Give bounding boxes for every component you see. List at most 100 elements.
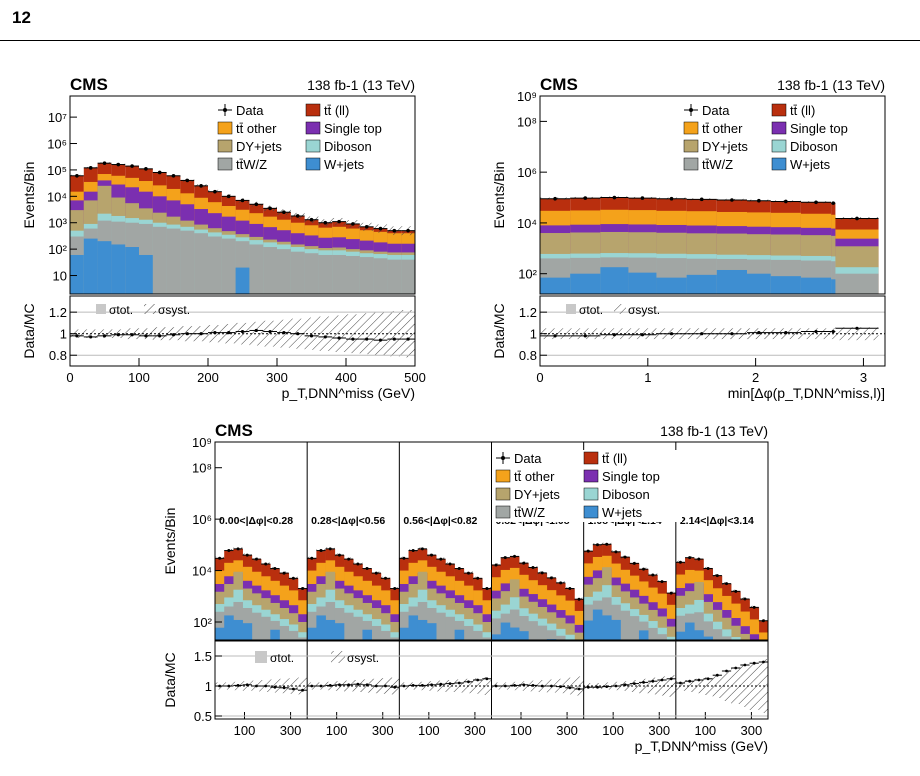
legend-swatch-ttll (305, 103, 321, 117)
data-point (430, 553, 434, 557)
data-point (522, 561, 526, 565)
ratio-syst-band (97, 329, 112, 338)
y-tick-label: 10⁵ (47, 163, 67, 178)
ratio-point (679, 681, 682, 685)
y-tick-label: 10⁶ (47, 137, 67, 152)
bar-wjets (270, 629, 280, 640)
legend-swatch-singletop (305, 121, 321, 135)
ratio-point (282, 686, 286, 690)
legend-swatch-ttwz (683, 157, 699, 171)
ratio-frame (69, 295, 416, 367)
y-tick-label: 10⁸ (517, 114, 537, 129)
data-point (831, 201, 836, 205)
bar-ttwz (152, 226, 167, 294)
bar-ttwz (620, 610, 631, 640)
data-point (213, 189, 217, 194)
ratio-point (734, 666, 738, 670)
legend-swatch-wjets (305, 157, 321, 171)
ratio-syst-band (657, 676, 667, 696)
legend-swatch-ttwz (217, 157, 233, 171)
bar-ttwz (346, 255, 360, 294)
bar-ttwz (675, 615, 686, 640)
data-point (568, 587, 572, 591)
data-point (586, 549, 590, 553)
cms-label: CMS (215, 421, 253, 440)
x-tick-label: 100 (418, 723, 440, 738)
ratio-point (642, 681, 645, 684)
bar-wjets (454, 629, 465, 640)
data-point (282, 571, 286, 575)
bar-ttwz (648, 627, 658, 640)
ratio-point (752, 661, 756, 665)
legend-swatch-diboson (305, 139, 321, 153)
data-point (273, 567, 277, 571)
region-label: 2.14<|Δφ|<3.14 (680, 515, 754, 527)
x-tick-label: 300 (464, 723, 486, 738)
bar-wjets (316, 615, 326, 640)
bar-ttwz (835, 273, 879, 294)
data-point (364, 225, 369, 229)
legend-label-wjets: W+jets (324, 157, 365, 172)
data-point (392, 228, 397, 233)
data-point (494, 563, 498, 567)
legend-label-wjets: W+jets (790, 157, 831, 172)
page-number: 12 (12, 8, 31, 27)
ratio-legend-tot: σtot. (109, 303, 133, 317)
ratio-point (743, 663, 747, 667)
bar-dyjets (666, 626, 677, 640)
legend-label-ttother: tt̄ other (236, 121, 277, 136)
bar-ttwz (546, 630, 557, 640)
data-point (88, 166, 93, 170)
ratio-point (365, 337, 369, 341)
bar-dyjets (297, 622, 308, 640)
bar-ttwz (261, 616, 271, 640)
x-axis-label: min[Δφ(p_T,DNN^miss,l)] (728, 385, 885, 401)
x-tick-label: 300 (556, 723, 578, 738)
data-point (640, 196, 645, 200)
legend-label-ttll: tt̄ (ll) (324, 103, 349, 118)
bar-dyjets (482, 622, 492, 640)
legend-swatch-wjets (583, 505, 599, 519)
data-point (553, 196, 557, 201)
legend-label-singletop: Single top (602, 469, 660, 484)
bar-wjets (656, 277, 687, 294)
bar-ttwz (831, 261, 836, 294)
data-point (75, 173, 79, 178)
bar-ttwz (353, 616, 363, 640)
bar-ttwz (318, 254, 333, 294)
bar-ttwz (297, 637, 308, 640)
x-tick-label: 3 (860, 370, 867, 385)
legend-label-ttll: tt̄ (ll) (602, 451, 627, 466)
bar-wjets (716, 269, 747, 294)
ratio-legend-syst-swatch (144, 304, 156, 314)
data-point (406, 228, 410, 233)
bar-ttwz (307, 611, 317, 640)
ratio-point (291, 687, 295, 691)
bar-ttwz (263, 247, 277, 294)
bar-wjets (747, 273, 771, 294)
ratio-point (264, 684, 268, 688)
bar-wjets (509, 627, 520, 640)
ratio-point (254, 328, 258, 333)
data-point (814, 200, 818, 205)
ratio-syst-band (318, 316, 333, 351)
ratio-point (384, 684, 387, 688)
bar-wjets (125, 247, 139, 294)
legend-swatch-ttother (495, 469, 511, 483)
data-point (328, 547, 332, 551)
legend-label-dyjets: DY+jets (702, 139, 748, 154)
ratio-point (457, 681, 461, 685)
bar-ttwz (387, 259, 402, 294)
data-point (531, 566, 535, 570)
bar-wjets (831, 279, 836, 294)
bar-ttwz (221, 238, 236, 294)
bar-ttwz (215, 611, 225, 640)
ratio-syst-band (540, 328, 571, 340)
legend-swatch-ttll (771, 103, 787, 117)
bar-wjets (417, 619, 428, 640)
x-tick-label: 100 (694, 723, 716, 738)
legend-swatch-wjets (771, 157, 787, 171)
y-tick-label: 10 (53, 269, 67, 284)
data-point (102, 161, 107, 165)
x-tick-label: 200 (197, 370, 219, 385)
